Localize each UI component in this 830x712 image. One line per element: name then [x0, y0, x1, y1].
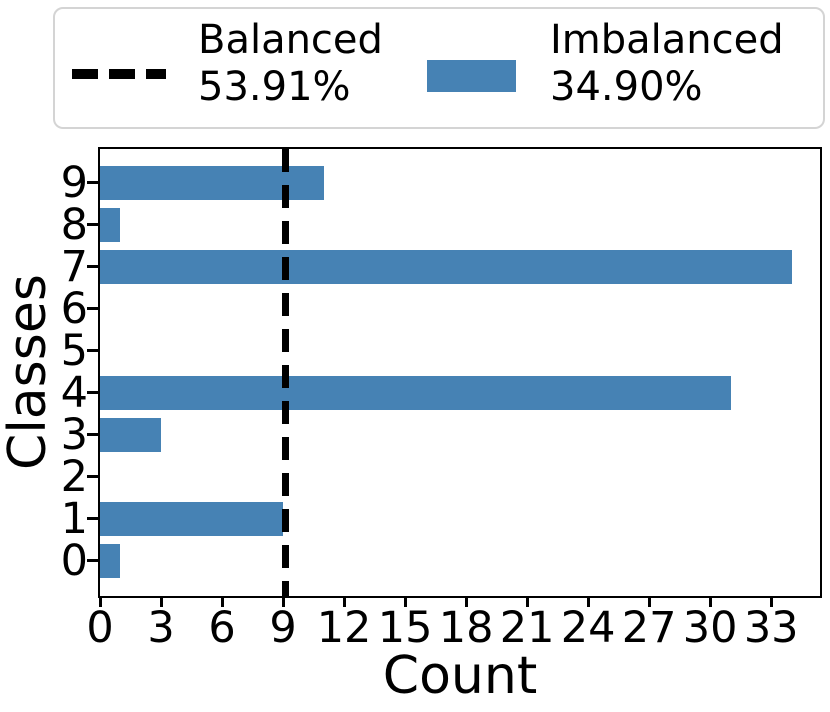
bar-class-9 — [100, 166, 324, 200]
bar-swatch-icon — [427, 60, 516, 92]
legend-label-balanced-name: Balanced — [198, 17, 383, 63]
bar-class-3 — [100, 418, 162, 452]
x-tick-mark-30 — [708, 598, 712, 607]
y-tick-mark-2 — [87, 475, 98, 478]
legend-label-imbalanced: Imbalanced 34.90% — [550, 17, 784, 111]
x-tick-label-30: 30 — [682, 603, 738, 653]
dashed-line-swatch-icon — [72, 69, 166, 79]
y-tick-mark-0 — [87, 559, 98, 562]
y-tick-label-8: 8 — [60, 200, 88, 250]
x-tick-label-33: 33 — [743, 603, 799, 653]
y-tick-label-6: 6 — [60, 284, 88, 334]
x-tick-mark-9 — [281, 598, 285, 607]
y-tick-label-4: 4 — [60, 368, 88, 418]
legend-label-imbalanced-name: Imbalanced — [550, 17, 784, 63]
y-tick-label-3: 3 — [60, 410, 88, 460]
x-tick-mark-24 — [586, 598, 590, 607]
balanced-reference-line — [282, 149, 290, 596]
x-tick-label-3: 3 — [147, 603, 175, 653]
bar-class-7 — [100, 250, 792, 284]
y-tick-mark-5 — [87, 349, 98, 352]
y-tick-label-1: 1 — [60, 494, 88, 544]
bar-class-0 — [100, 544, 121, 578]
legend-label-imbalanced-pct: 34.90% — [550, 64, 703, 110]
x-tick-mark-0 — [98, 598, 102, 607]
bar-class-1 — [100, 502, 284, 536]
x-tick-label-6: 6 — [208, 603, 236, 653]
y-tick-label-9: 9 — [60, 158, 88, 208]
y-tick-mark-8 — [87, 223, 98, 226]
x-tick-mark-33 — [769, 598, 773, 607]
y-tick-label-0: 0 — [60, 536, 88, 586]
x-tick-mark-27 — [647, 598, 651, 607]
legend-label-balanced-pct: 53.91% — [198, 64, 351, 110]
x-tick-mark-21 — [525, 598, 529, 607]
x-tick-label-18: 18 — [438, 603, 494, 653]
y-tick-mark-9 — [87, 181, 98, 184]
y-tick-mark-3 — [87, 433, 98, 436]
x-tick-mark-12 — [342, 598, 346, 607]
plot-area — [98, 147, 822, 598]
x-tick-label-24: 24 — [560, 603, 616, 653]
bar-class-4 — [100, 376, 731, 410]
x-tick-label-15: 15 — [377, 603, 433, 653]
x-tick-label-27: 27 — [621, 603, 677, 653]
bar-class-8 — [100, 208, 121, 242]
x-tick-mark-18 — [464, 598, 468, 607]
x-axis-label: Count — [382, 646, 538, 706]
y-tick-mark-1 — [87, 517, 98, 520]
y-tick-mark-7 — [87, 265, 98, 268]
x-tick-mark-6 — [220, 598, 224, 607]
x-tick-mark-3 — [159, 598, 163, 607]
x-tick-label-21: 21 — [499, 603, 555, 653]
y-axis-label: Classes — [0, 274, 58, 470]
y-tick-label-5: 5 — [60, 326, 88, 376]
y-tick-mark-6 — [87, 307, 98, 310]
legend-label-balanced: Balanced 53.91% — [198, 17, 383, 111]
x-tick-mark-15 — [403, 598, 407, 607]
y-tick-mark-4 — [87, 391, 98, 394]
legend: Balanced 53.91% Imbalanced 34.90% — [53, 7, 825, 129]
y-tick-label-7: 7 — [60, 242, 88, 292]
x-tick-label-9: 9 — [269, 603, 297, 653]
y-tick-label-2: 2 — [60, 452, 88, 502]
x-tick-label-12: 12 — [316, 603, 372, 653]
x-tick-label-0: 0 — [86, 603, 114, 653]
